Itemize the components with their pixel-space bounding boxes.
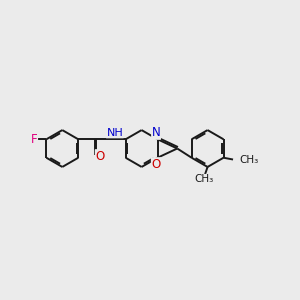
Text: CH₃: CH₃	[194, 174, 213, 184]
Text: O: O	[152, 158, 161, 171]
Text: O: O	[95, 150, 105, 163]
Text: N: N	[152, 126, 161, 139]
Text: F: F	[31, 133, 38, 146]
Text: CH₃: CH₃	[240, 155, 259, 165]
Text: NH: NH	[106, 128, 123, 138]
